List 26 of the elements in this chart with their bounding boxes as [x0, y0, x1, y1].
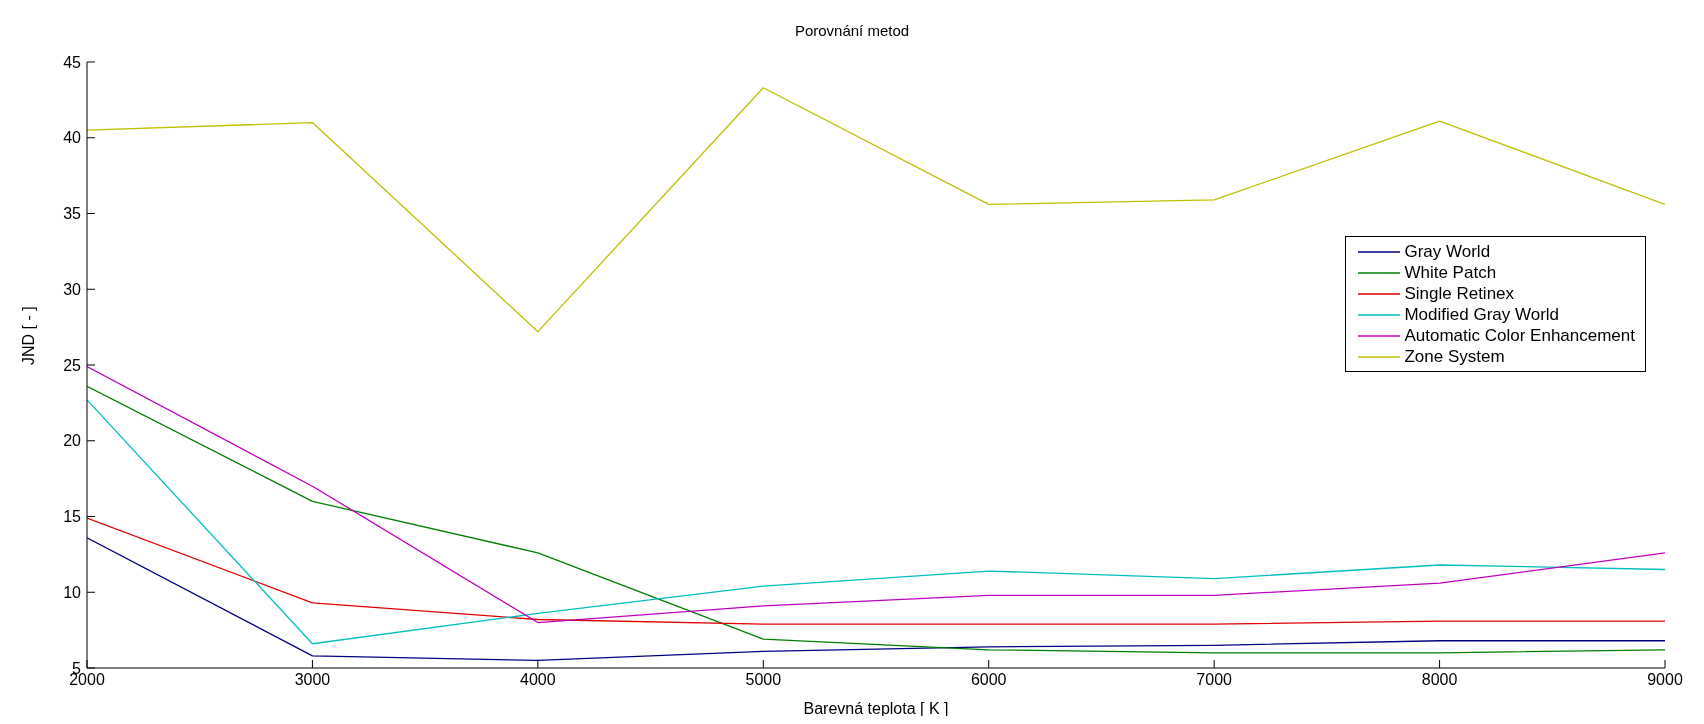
x-tick-label: 6000	[970, 671, 1007, 689]
y-tick-label: 35	[63, 205, 82, 223]
legend-label: Zone System	[1404, 346, 1505, 367]
legend-label: White Patch	[1404, 262, 1497, 283]
line-series	[87, 517, 1665, 625]
line-series	[87, 365, 1665, 624]
y-tick-label: 45	[63, 53, 82, 71]
legend-label: Modified Gray World	[1404, 304, 1560, 325]
y-tick-label: 20	[63, 432, 82, 450]
y-tick-label: 25	[63, 356, 82, 374]
x-tick-label: 9000	[1647, 671, 1683, 689]
line-series	[87, 537, 1665, 662]
legend-label: Single Retinex	[1404, 283, 1515, 304]
y-tick-label: 30	[63, 280, 82, 298]
legend-label: Gray World	[1404, 241, 1491, 262]
x-tick-label: 4000	[520, 671, 556, 689]
x-tick-label: 3000	[294, 671, 331, 689]
x-tick-label: 5000	[745, 671, 782, 689]
legend-label: Automatic Color Enhancement	[1404, 325, 1635, 346]
y-tick-label: 15	[63, 508, 82, 526]
x-tick-label: 8000	[1421, 671, 1458, 689]
x-tick-label: 7000	[1196, 671, 1233, 689]
y-axis-title: JND [ - ]	[19, 306, 37, 365]
y-tick-label: 10	[63, 583, 82, 601]
chart-title: Porovnání metod	[793, 22, 911, 39]
y-tick-label: 40	[63, 129, 82, 147]
